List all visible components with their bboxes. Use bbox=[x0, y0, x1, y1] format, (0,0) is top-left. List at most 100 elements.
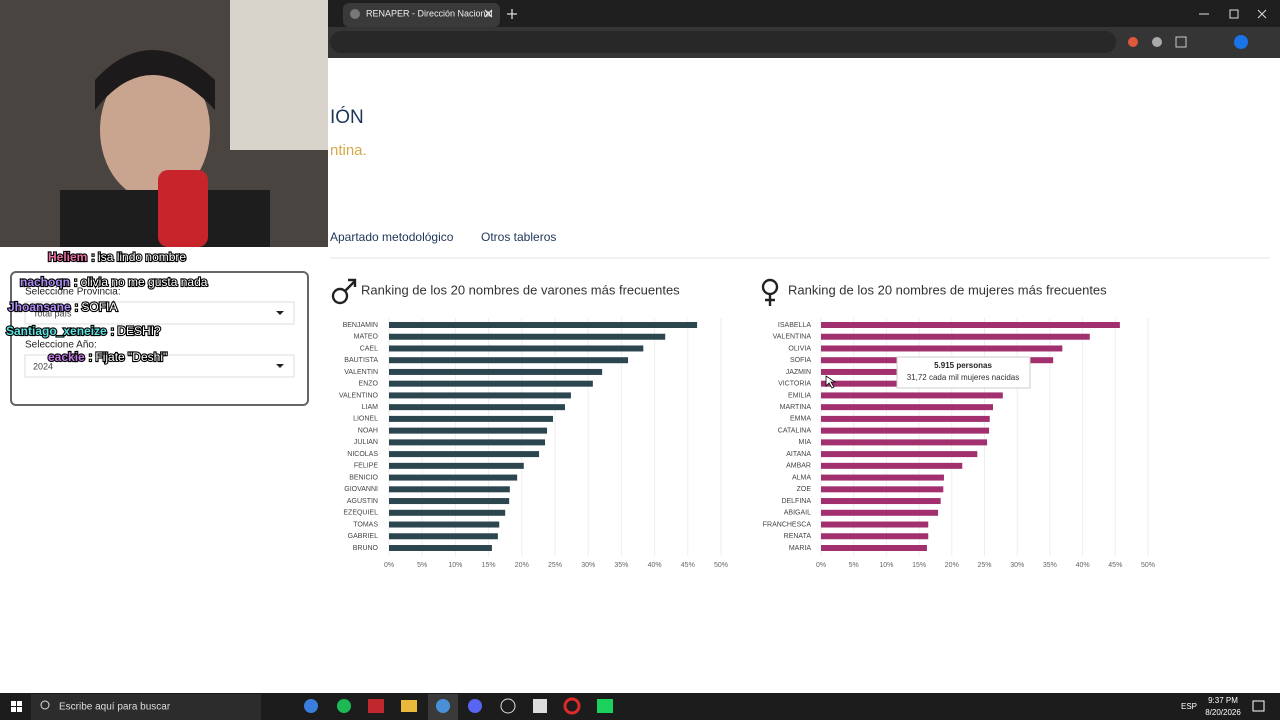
x-tick-label: 20% bbox=[945, 562, 959, 569]
y-tick-label: LIONEL bbox=[353, 416, 378, 423]
x-tick-label: 25% bbox=[977, 562, 991, 569]
bar bbox=[821, 392, 1003, 399]
app-icon[interactable] bbox=[304, 699, 318, 713]
tab-icon bbox=[350, 9, 360, 19]
x-tick-label: 30% bbox=[1010, 562, 1024, 569]
bar bbox=[389, 521, 500, 528]
dropdown-value: Total país bbox=[33, 308, 72, 318]
page-subtitle: ntina. bbox=[330, 142, 367, 159]
x-tick-label: 40% bbox=[1076, 562, 1090, 569]
search-box[interactable] bbox=[31, 694, 261, 720]
y-tick-label: ISABELLA bbox=[778, 322, 811, 329]
app-icon[interactable] bbox=[500, 698, 516, 714]
y-tick-label: BAUTISTA bbox=[344, 357, 378, 364]
chart-title: Ranking de los 20 nombres de varones más… bbox=[361, 282, 680, 297]
y-tick-label: ZOE bbox=[797, 486, 812, 493]
chat-message: : Fijate "Deshi" bbox=[89, 350, 168, 364]
app-icon[interactable] bbox=[597, 699, 613, 713]
profile[interactable] bbox=[1234, 35, 1248, 49]
chat-username: eackie bbox=[48, 350, 85, 364]
year-dropdown[interactable] bbox=[24, 354, 295, 378]
close-window[interactable] bbox=[1257, 9, 1267, 19]
bar bbox=[821, 462, 963, 469]
extension-icon[interactable] bbox=[1152, 37, 1162, 47]
app-icon[interactable] bbox=[563, 697, 581, 715]
taskbar-apps bbox=[304, 694, 613, 720]
mouse-cursor bbox=[825, 375, 837, 389]
nav-link[interactable]: Otros tableros bbox=[481, 230, 556, 244]
nav-link[interactable]: Apartado metodológico bbox=[330, 230, 454, 244]
bar bbox=[821, 509, 939, 516]
y-tick-label: AGUSTIN bbox=[347, 498, 378, 505]
y-tick-label: ENZO bbox=[359, 381, 379, 388]
y-tick-label: TOMAS bbox=[353, 521, 378, 528]
x-tick-label: 40% bbox=[648, 562, 662, 569]
x-tick-label: 50% bbox=[1141, 562, 1155, 569]
restore[interactable] bbox=[1229, 9, 1239, 19]
bar bbox=[389, 509, 506, 516]
y-tick-label: JAZMIN bbox=[786, 369, 811, 376]
app-icon[interactable] bbox=[337, 699, 351, 713]
app-icon[interactable] bbox=[533, 699, 547, 713]
bar bbox=[389, 427, 548, 434]
x-tick-label: 45% bbox=[681, 562, 695, 569]
y-tick-label: VALENTIN bbox=[344, 369, 378, 376]
extension-icon[interactable] bbox=[1128, 37, 1138, 47]
province-dropdown[interactable] bbox=[24, 301, 295, 325]
bar bbox=[389, 545, 492, 551]
x-tick-label: 20% bbox=[515, 562, 529, 569]
y-tick-label: MARTINA bbox=[780, 404, 812, 411]
bar bbox=[821, 439, 988, 446]
tab-close[interactable] bbox=[484, 9, 493, 18]
y-tick-label: CAEL bbox=[360, 345, 378, 352]
y-tick-label: GABRIEL bbox=[348, 533, 378, 540]
x-tick-label: 10% bbox=[879, 562, 893, 569]
chat-username: Santiago_xeneize bbox=[6, 324, 107, 338]
app-icon[interactable] bbox=[436, 699, 450, 713]
chart-title: Ranking de los 20 nombres de mujeres más… bbox=[788, 282, 1107, 297]
active-tab[interactable] bbox=[343, 3, 500, 27]
app-icon[interactable] bbox=[368, 699, 384, 713]
bar bbox=[821, 345, 1063, 352]
y-tick-label: MIA bbox=[799, 439, 812, 446]
x-tick-label: 35% bbox=[614, 562, 628, 569]
filter-label: Seleccione Año: bbox=[25, 340, 97, 351]
x-tick-label: 50% bbox=[714, 562, 728, 569]
x-tick-label: 5% bbox=[417, 562, 427, 569]
webcam-background bbox=[230, 0, 328, 150]
bar bbox=[389, 380, 593, 387]
bar bbox=[389, 345, 644, 352]
y-tick-label: NOAH bbox=[358, 427, 378, 434]
y-tick-label: DELFINA bbox=[781, 498, 811, 505]
notifications[interactable] bbox=[1252, 700, 1265, 712]
start-button[interactable] bbox=[11, 701, 22, 712]
address-bar[interactable] bbox=[330, 31, 1116, 53]
webcam-person bbox=[100, 60, 210, 200]
clock-date: 8/20/2026 bbox=[1205, 708, 1241, 717]
x-tick-label: 35% bbox=[1043, 562, 1057, 569]
y-tick-label: OLIVIA bbox=[788, 345, 811, 352]
extensions[interactable] bbox=[1175, 36, 1187, 48]
bar bbox=[389, 486, 510, 493]
y-tick-label: SOFIA bbox=[790, 357, 811, 364]
y-tick-label: BENJAMIN bbox=[343, 322, 378, 329]
y-tick-label: EZEQUIEL bbox=[343, 510, 378, 517]
new-tab[interactable] bbox=[507, 9, 517, 19]
bar bbox=[821, 486, 944, 493]
bar bbox=[821, 322, 1120, 328]
male-icon bbox=[331, 278, 357, 305]
bar bbox=[389, 474, 518, 481]
app-icon[interactable] bbox=[468, 699, 482, 713]
y-tick-label: MARIA bbox=[789, 545, 812, 552]
app-icon[interactable] bbox=[401, 700, 417, 712]
y-tick-label: ABIGAIL bbox=[784, 510, 811, 517]
page-heading: IÓN bbox=[330, 106, 364, 128]
y-tick-label: RENATA bbox=[784, 533, 812, 540]
y-tick-label: GIOVANNI bbox=[344, 486, 378, 493]
y-tick-label: VALENTINO bbox=[339, 392, 379, 399]
y-tick-label: MATEO bbox=[354, 334, 379, 341]
bar bbox=[389, 322, 698, 328]
x-tick-label: 0% bbox=[384, 562, 394, 569]
y-tick-label: ALMA bbox=[792, 474, 811, 481]
